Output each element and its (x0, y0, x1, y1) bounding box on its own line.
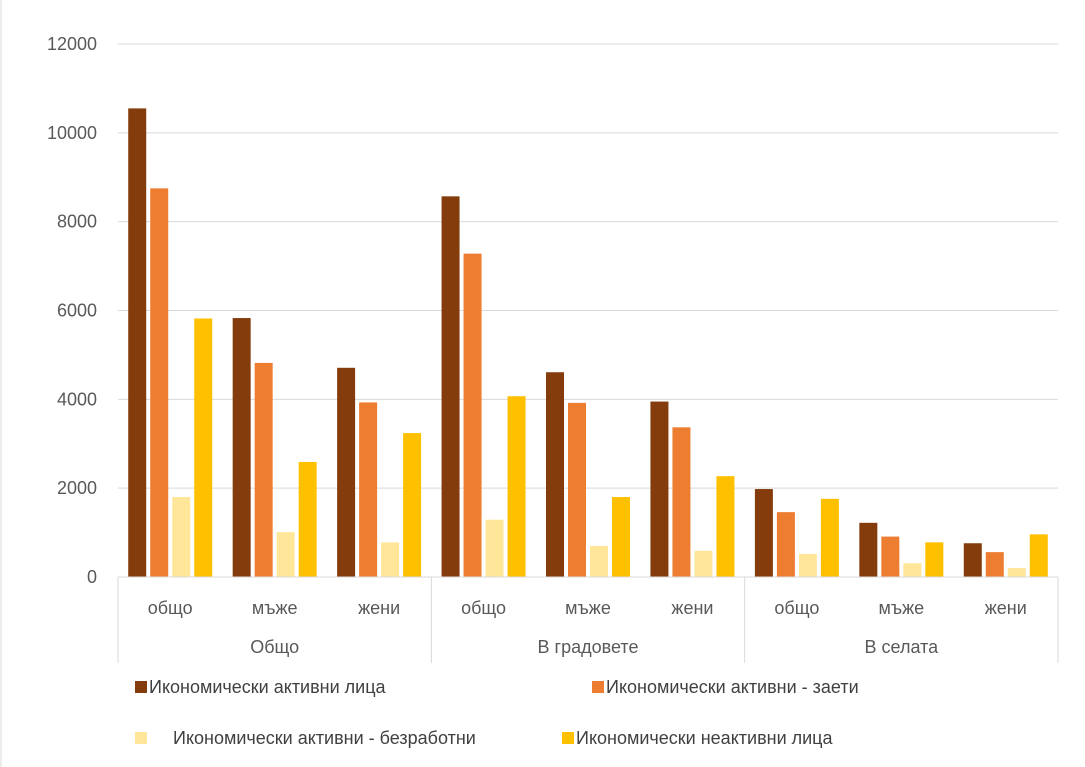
y-tick-label: 2000 (57, 478, 97, 498)
bar (150, 188, 169, 577)
y-tick-label: 12000 (47, 34, 97, 54)
category-label: жени (985, 598, 1027, 618)
bar (128, 108, 147, 577)
legend-swatch (135, 681, 147, 693)
category-label: жени (671, 598, 713, 618)
bar (276, 532, 295, 577)
bar (650, 401, 669, 577)
category-label: общо (774, 598, 819, 618)
legend-swatch (592, 681, 604, 693)
bar (337, 367, 356, 577)
category-label: мъже (252, 598, 298, 618)
legend-swatch (135, 732, 147, 744)
bar (963, 543, 982, 577)
bar (568, 402, 586, 577)
bar (672, 427, 691, 577)
bar (254, 362, 273, 577)
bar (485, 519, 504, 577)
bar (776, 512, 795, 577)
group-label: В селата (865, 637, 940, 657)
bar (194, 318, 213, 577)
bar (798, 553, 817, 577)
category-label: мъже (878, 598, 924, 618)
bar (754, 489, 773, 577)
bar (298, 461, 317, 577)
y-tick-label: 8000 (57, 212, 97, 232)
category-label: мъже (565, 598, 611, 618)
legend: Икономически активни лица Икономически ак… (135, 677, 859, 748)
bar (716, 476, 735, 577)
category-label: жени (358, 598, 400, 618)
bar (903, 563, 922, 577)
bars (128, 108, 1048, 577)
bar (403, 433, 422, 577)
group-label: В градовете (538, 637, 639, 657)
bar (232, 318, 251, 577)
category-axis: общо мъже жени общо мъже жени общо мъже жени Общо… (117, 576, 1059, 663)
bar (612, 497, 630, 577)
legend-swatch (562, 732, 574, 744)
bar (985, 552, 1004, 577)
y-axis-tick-labels: 0 2000 4000 6000 8000 10000 12000 (47, 34, 97, 587)
group-label: Общо (250, 637, 299, 657)
legend-label: Икономически активни - заети (606, 677, 859, 697)
bar (859, 522, 878, 577)
legend-label: Икономически активни - безработни (173, 728, 476, 748)
category-label: общо (148, 598, 193, 618)
bar (820, 498, 839, 577)
bar (546, 372, 564, 577)
bar (925, 542, 944, 577)
bar (590, 545, 608, 577)
bar (381, 542, 400, 577)
bar (463, 253, 482, 577)
y-tick-label: 6000 (57, 301, 97, 321)
legend-label: Икономически активни лица (149, 677, 387, 697)
bar (694, 550, 713, 577)
bar (1007, 568, 1026, 577)
gridlines (118, 43, 1058, 489)
y-tick-label: 4000 (57, 389, 97, 409)
y-tick-label: 10000 (47, 123, 97, 143)
legend-label: Икономически неактивни лица (576, 728, 833, 748)
bar (172, 497, 191, 577)
bar (441, 196, 460, 577)
bar (1029, 534, 1048, 577)
bar (881, 536, 900, 577)
category-label: общо (461, 598, 506, 618)
bar (507, 396, 526, 577)
y-tick-label: 0 (87, 567, 97, 587)
bar (359, 402, 378, 577)
